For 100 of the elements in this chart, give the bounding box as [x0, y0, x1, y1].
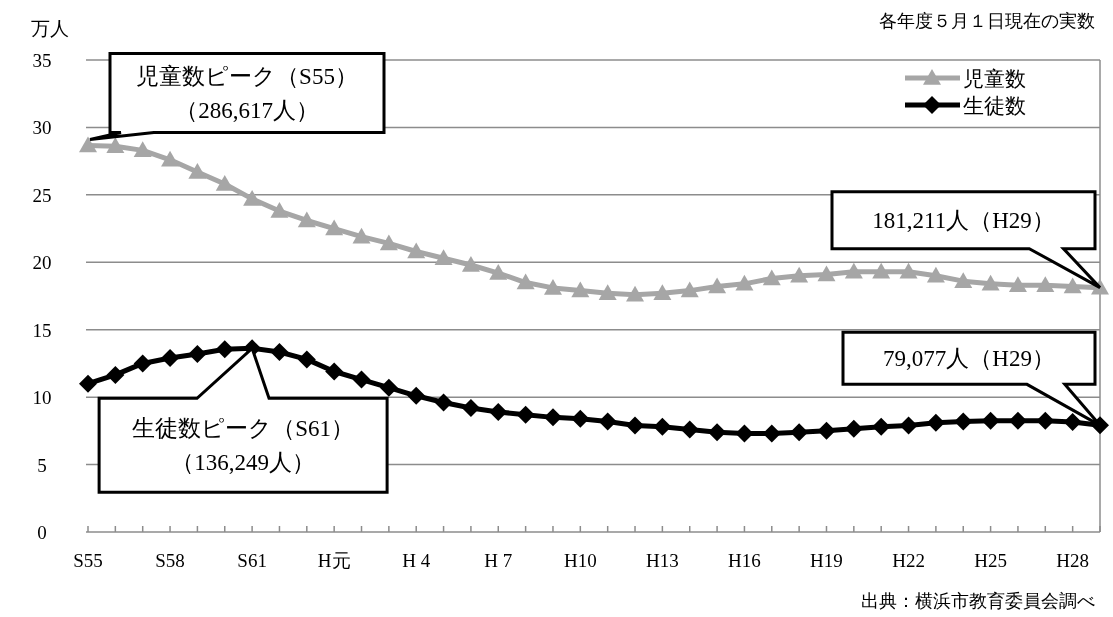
- annotation: 生徒数ピーク（S61）（136,249人）: [132, 416, 355, 476]
- point: [161, 150, 180, 167]
- point: [543, 408, 562, 427]
- point: [571, 409, 590, 428]
- point: [1063, 277, 1082, 294]
- source-note: 出典：横浜市教育委員会調べ: [861, 591, 1095, 611]
- point: [872, 417, 891, 436]
- point: [1036, 411, 1055, 430]
- point: [817, 265, 836, 282]
- point: [489, 264, 508, 280]
- point: [926, 413, 945, 432]
- point: [981, 274, 1000, 291]
- point: [1008, 276, 1027, 292]
- point: [954, 412, 973, 431]
- y-tick-label: 0: [37, 522, 47, 543]
- point: [215, 340, 234, 359]
- x-tick-label: S58: [155, 550, 185, 571]
- point: [708, 277, 727, 294]
- point: [188, 344, 207, 363]
- x-tick-label: H13: [646, 550, 679, 571]
- point: [79, 136, 97, 153]
- y-tick-label: 5: [37, 454, 47, 476]
- callout: 児童数ピーク（S55）（286,617人）: [88, 52, 386, 141]
- point: [571, 281, 590, 298]
- x-tick-label: H25: [974, 550, 1007, 571]
- point: [133, 354, 152, 373]
- point: [215, 175, 234, 191]
- point: [516, 273, 535, 290]
- x-tick-label: H 7: [484, 550, 513, 571]
- y-tick-label: 30: [32, 117, 52, 139]
- point: [735, 274, 754, 291]
- point: [325, 219, 344, 236]
- point: [161, 349, 180, 368]
- point: [817, 421, 836, 440]
- point: [708, 423, 727, 442]
- point: [407, 242, 426, 259]
- x-tick-label: H元: [317, 550, 351, 571]
- point: [407, 386, 426, 405]
- annotation: 79,077人（H29）: [883, 346, 1055, 372]
- y-tick-label: 25: [32, 184, 52, 206]
- callout: 181,211人（H29）: [830, 190, 1102, 290]
- point: [844, 419, 863, 438]
- point: [598, 284, 617, 301]
- point: [516, 405, 535, 424]
- y-tick-label: 15: [32, 319, 52, 341]
- y-axis-title: 万人: [31, 18, 69, 39]
- x-tick-label: H19: [810, 550, 843, 571]
- y-tick-label: 10: [32, 387, 52, 409]
- point: [626, 285, 645, 302]
- point: [106, 137, 125, 154]
- x-tick-label: H22: [892, 550, 925, 571]
- legend-label: 生徒数: [963, 94, 1026, 118]
- x-tick-label: H16: [728, 550, 761, 571]
- x-tick-label: S61: [237, 550, 267, 571]
- point: [899, 262, 918, 279]
- point: [680, 420, 699, 439]
- point: [653, 284, 672, 301]
- x-tick-label: H28: [1056, 550, 1090, 571]
- point: [653, 417, 672, 436]
- point: [762, 269, 781, 286]
- x-tick-label: S55: [73, 550, 103, 571]
- point: [926, 266, 945, 283]
- x-tick-label: H10: [563, 550, 597, 571]
- point: [297, 211, 316, 228]
- point: [297, 350, 316, 369]
- point: [243, 189, 262, 206]
- legend-label: 児童数: [963, 67, 1026, 91]
- point: [379, 234, 398, 251]
- point: [680, 281, 699, 298]
- point: [543, 278, 562, 295]
- point: [133, 141, 152, 158]
- x-tick-label: H 4: [402, 550, 431, 571]
- text: 各年度５月１日現在の実数: [879, 11, 1095, 31]
- point: [188, 162, 207, 179]
- point: [379, 378, 398, 397]
- point: [434, 393, 453, 412]
- point: [270, 342, 289, 361]
- point: [1036, 276, 1055, 292]
- point: [954, 272, 973, 288]
- point: [461, 255, 480, 272]
- point: [106, 365, 125, 384]
- point: [626, 416, 645, 435]
- point: [981, 411, 1000, 430]
- y-tick-label: 20: [32, 252, 52, 274]
- y-tick-label: 35: [32, 50, 52, 71]
- point: [598, 412, 617, 431]
- point: [79, 374, 97, 393]
- point: [872, 262, 891, 279]
- point: [461, 398, 480, 417]
- point: [270, 202, 289, 218]
- point: [352, 227, 371, 244]
- point: [790, 266, 809, 283]
- point: [1063, 413, 1082, 432]
- point: [844, 262, 863, 279]
- point: [352, 370, 371, 389]
- point: [489, 402, 508, 421]
- point: [899, 416, 918, 435]
- point: [325, 362, 344, 381]
- annotation: 181,211人（H29）: [872, 208, 1055, 234]
- annotation: 児童数ピーク（S55）（286,617人）: [136, 64, 358, 123]
